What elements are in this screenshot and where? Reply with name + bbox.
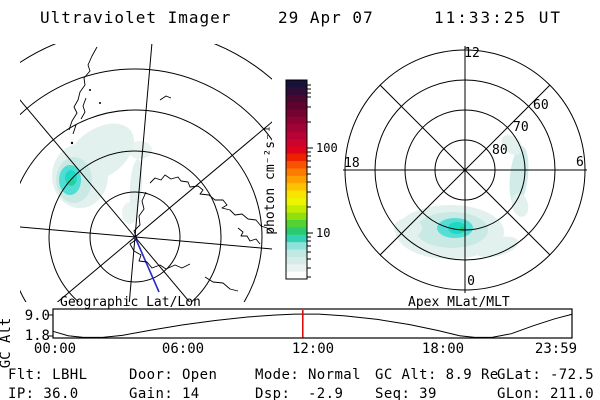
altitude-timeline: Geographic Lat/Lon Apex MLat/MLT 9.0 1.8… <box>0 295 577 368</box>
status-gain: Gain: 14 <box>129 386 200 400</box>
status-ip: IP: 36.0 <box>8 386 79 400</box>
coast-islet-1 <box>99 102 101 104</box>
colorbar-units-label: photon cm⁻²s⁻¹ <box>263 125 278 235</box>
colorbar-tick-10: 10 <box>316 226 330 240</box>
status-flt: Flt: LBHL <box>8 367 87 383</box>
apex-lat-80-label: 80 <box>492 143 508 158</box>
gc-altitude-curve <box>52 313 572 338</box>
geo-spacecraft-track <box>134 236 160 293</box>
coast-antarctica-south <box>204 276 239 292</box>
geo-aurora-green-spot <box>69 179 75 185</box>
timeline-xticks: 00:00 06:00 12:00 18:00 23:59 <box>34 341 577 357</box>
status-mode: Mode: Normal <box>255 367 361 383</box>
status-dsp: Dsp: -2.9 <box>255 386 343 400</box>
geo-aurora-faint-patch2 <box>122 202 138 224</box>
apex-lat-70-label: 70 <box>513 120 529 135</box>
coast-antarctica-west <box>129 191 191 270</box>
geo-aurora-faint-patch <box>128 141 152 159</box>
status-door: Door: Open <box>129 367 217 383</box>
colorbar-bands <box>286 80 307 280</box>
timeline-frame <box>52 308 573 339</box>
coast-antarctica-east-zigzag <box>237 227 261 245</box>
geo-aurora-streak <box>129 159 143 213</box>
status-glon: GLon: 211.0 <box>497 386 594 400</box>
coast-islet-3 <box>70 141 74 145</box>
apex-dawn-arc <box>509 146 529 206</box>
time-label: 11:33:25 UT <box>434 8 562 27</box>
coast-island-1 <box>80 97 87 120</box>
date-label: 29 Apr 07 <box>278 8 374 27</box>
colorbar-border <box>285 79 308 280</box>
apex-mlt-18-label: 18 <box>344 156 360 171</box>
coast-islet-2 <box>89 89 91 91</box>
coast-island-3 <box>159 95 172 101</box>
xtick-2359: 23:59 <box>535 341 577 357</box>
apex-polar-plot: 12 0 18 6 80 70 60 <box>343 46 587 293</box>
xtick-0600: 06:00 <box>162 341 204 357</box>
geographic-map <box>20 44 272 302</box>
ytick-1-8: 1.8 <box>25 328 50 344</box>
apex-aurora-dusk-faint <box>394 218 422 238</box>
apex-mlt-12-label: 12 <box>464 46 480 61</box>
status-seq: Seq: 39 <box>375 386 437 400</box>
coast-peninsula <box>68 46 98 131</box>
apex-lat-60-label: 60 <box>533 98 549 113</box>
apex-mlt-0-label: 0 <box>467 274 475 289</box>
coast-antarctica-north <box>149 174 272 233</box>
instrument-title: Ultraviolet Imager <box>40 8 231 27</box>
apex-aurora-green-spot <box>459 226 465 232</box>
geo-meridians <box>20 44 272 302</box>
timeline-yticks <box>49 314 53 337</box>
geo-map-caption: Geographic Lat/Lon <box>60 295 201 310</box>
apex-mlt-6-label: 6 <box>576 155 584 170</box>
status-glat: GLat: -72.5 <box>497 367 594 383</box>
apex-aurora-tail <box>475 236 519 258</box>
status-gcalt: GC Alt: 8.9 Re <box>375 367 499 383</box>
timeline-ylabel: GC Alt <box>0 318 14 369</box>
apex-dawn-arc-bottom <box>511 193 529 217</box>
xtick-1200: 12:00 <box>292 341 334 357</box>
status-bar: Flt: LBHL Door: Open Mode: Normal GC Alt… <box>8 367 594 400</box>
colorbar: 100 10 photon cm⁻²s⁻¹ <box>263 79 338 280</box>
geo-latitude-circles <box>20 44 272 302</box>
header: Ultraviolet Imager 29 Apr 07 11:33:25 UT <box>40 8 562 27</box>
colorbar-minor-ticks <box>307 84 311 278</box>
apex-aurora-emission <box>394 135 529 259</box>
xtick-1800: 18:00 <box>422 341 464 357</box>
apex-plot-caption: Apex MLat/MLT <box>408 295 510 310</box>
coast-island-2 <box>72 124 77 135</box>
xtick-0000: 00:00 <box>34 341 76 357</box>
colorbar-tick-100: 100 <box>316 141 338 155</box>
ytick-9: 9.0 <box>25 308 50 324</box>
apex-mlt-spokes <box>343 46 587 293</box>
geo-coastlines <box>68 46 272 292</box>
colorbar-major-ticks <box>307 147 313 234</box>
